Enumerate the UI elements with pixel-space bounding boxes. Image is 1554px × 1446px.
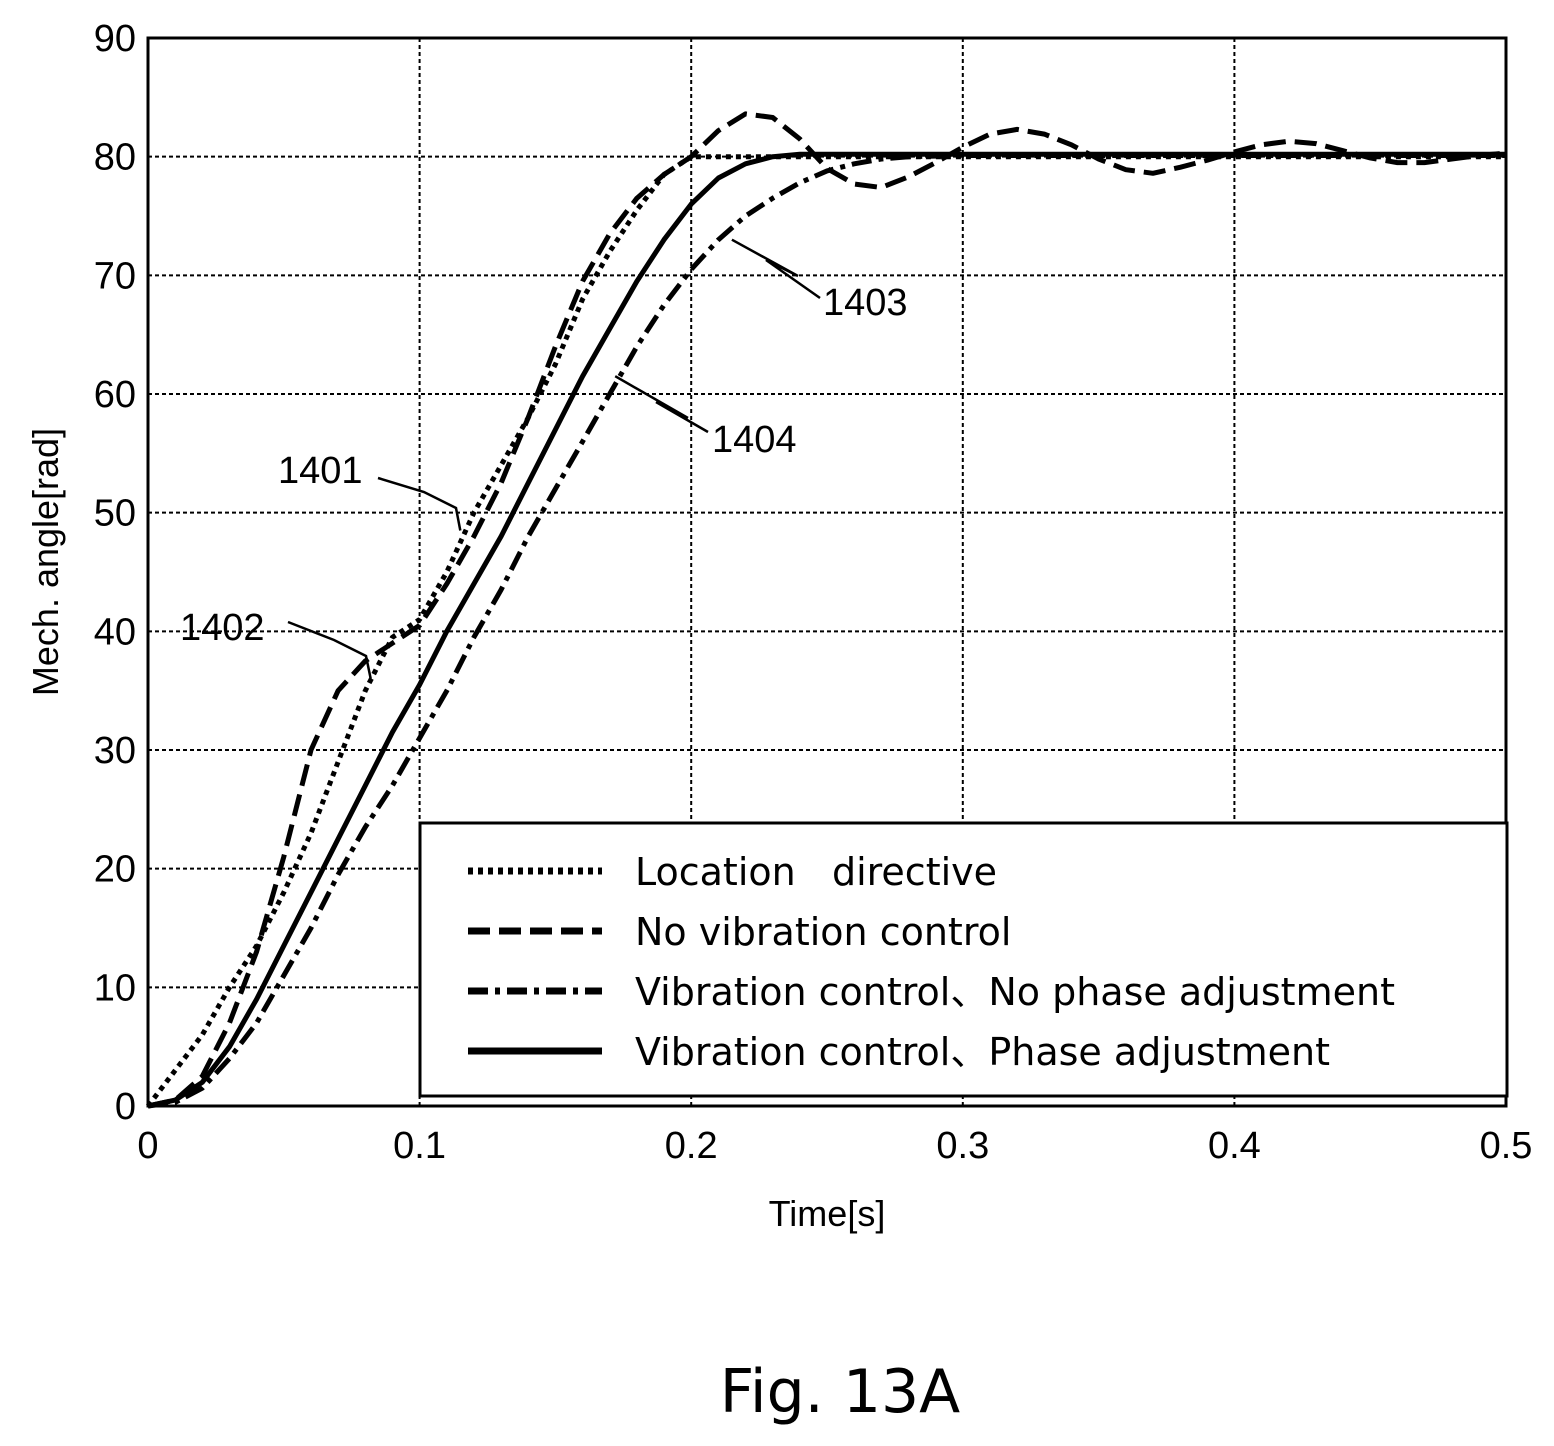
legend: Location directive No vibration control Vi… [418, 821, 1509, 1098]
y-tick-label: 50 [94, 493, 136, 535]
x-tick-label: 0.5 [1480, 1125, 1533, 1167]
callout-leader [287, 620, 372, 680]
y-tick-label: 40 [94, 611, 136, 653]
x-tick-label: 0.3 [936, 1125, 989, 1167]
plot-frame [146, 36, 1508, 1108]
y-tick-label: 20 [94, 849, 136, 891]
callout-leader [731, 238, 821, 300]
y-axis-label: Mech. angle[rad] [25, 428, 66, 696]
x-tick-label: 0.1 [393, 1125, 446, 1167]
callouts: 1401 1402 1403 1404 [180, 238, 908, 680]
y-tick-label: 70 [94, 255, 136, 297]
x-tick-label: 0 [137, 1125, 158, 1167]
callout-label: 1404 [712, 419, 797, 461]
x-axis-label: Time[s] [769, 1193, 886, 1234]
y-tick-label: 60 [94, 374, 136, 416]
figure-label: Fig. 13A [720, 1357, 960, 1427]
x-axis-ticks: 0 0.1 0.2 0.3 0.4 0.5 [137, 1125, 1532, 1167]
x-tick-label: 0.4 [1208, 1125, 1261, 1167]
series-line-3 [147, 153, 1506, 1109]
y-tick-label: 90 [94, 18, 136, 60]
series-line-4 [147, 151, 1506, 1109]
legend-label-2: No vibration control [635, 910, 1011, 954]
y-axis-ticks: 0 10 20 30 40 50 60 70 80 90 [94, 18, 136, 1128]
callout-leader [377, 476, 462, 531]
legend-label-4: Vibration control、Phase adjustment [635, 1030, 1330, 1074]
legend-label-3: Vibration control、No phase adjustment [635, 970, 1395, 1014]
y-tick-label: 80 [94, 137, 136, 179]
callout-leader [614, 375, 709, 434]
y-tick-label: 30 [94, 730, 136, 772]
y-tick-label: 10 [94, 967, 136, 1009]
callout-label: 1403 [823, 282, 908, 324]
callout-label: 1401 [278, 450, 363, 492]
callout-label: 1402 [180, 607, 265, 649]
series-lines [146, 111, 1507, 1109]
x-tick-label: 0.2 [665, 1125, 718, 1167]
y-tick-label: 0 [115, 1086, 136, 1128]
series-line-2 [147, 111, 1507, 1109]
legend-label-1: Location directive [635, 850, 997, 894]
